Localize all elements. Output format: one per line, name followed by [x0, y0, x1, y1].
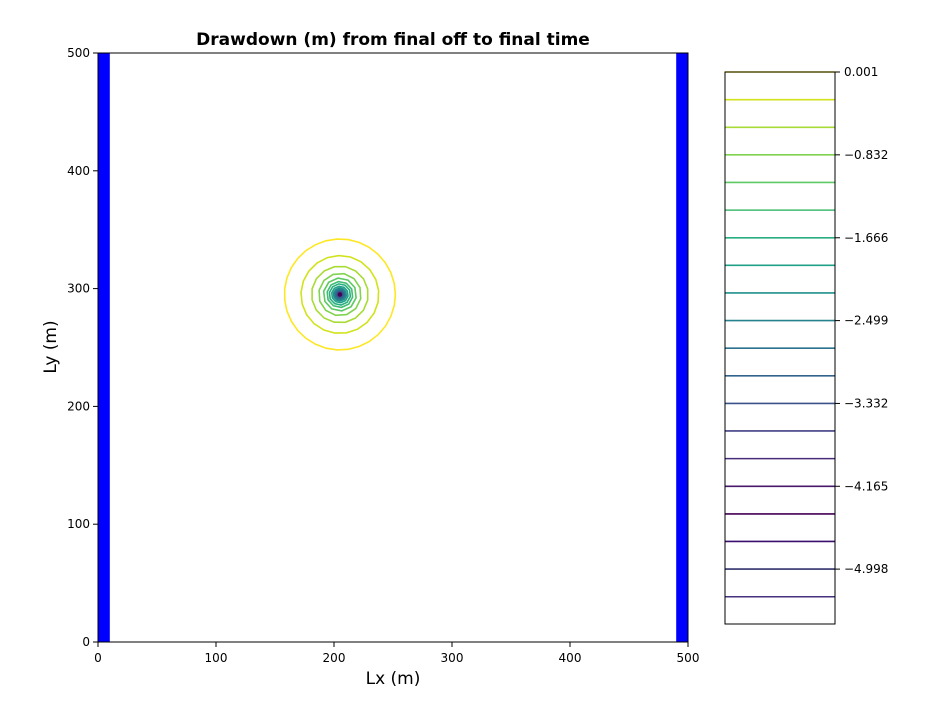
x-axis-ticks: 0 100 200 300 400 500	[94, 642, 699, 665]
colorbar: 0.001 −0.832 −1.666 −2.499 −3.332 −4.165 −4.99…	[724, 65, 888, 625]
contour-line	[332, 287, 348, 302]
x-axis-label: Lx (m)	[366, 669, 421, 689]
x-tick-label: 400	[559, 651, 582, 665]
colorbar-level-lines	[725, 71, 835, 598]
colorbar-tick-label: −4.165	[844, 479, 888, 493]
boundary-strip-left	[98, 53, 110, 642]
plot-area	[97, 52, 689, 643]
colorbar-ticks: 0.001 −0.832 −1.666 −2.499 −3.332 −4.165 −4.99…	[835, 65, 888, 576]
plot-background	[98, 53, 688, 642]
y-tick-label: 400	[67, 164, 90, 178]
contour-line	[311, 265, 369, 324]
x-tick-label: 500	[677, 651, 700, 665]
contour-line	[328, 283, 352, 306]
x-tick-label: 200	[323, 651, 346, 665]
colorbar-tick-label: −2.499	[844, 314, 888, 328]
boundary-strips	[98, 53, 688, 642]
y-tick-label: 100	[67, 517, 90, 531]
y-axis-ticks: 0 100 200 300 400 500	[67, 46, 98, 649]
x-tick-label: 100	[205, 651, 228, 665]
contour-line	[333, 288, 346, 301]
y-tick-label: 500	[67, 46, 90, 60]
colorbar-tick-label: −1.666	[844, 231, 888, 245]
contour-line	[322, 277, 357, 312]
x-tick-label: 300	[441, 651, 464, 665]
chart-title: Drawdown (m) from final off to final tim…	[196, 30, 590, 50]
colorbar-tick-label: −4.998	[844, 562, 888, 576]
contour-line	[330, 285, 349, 304]
y-tick-label: 300	[67, 282, 90, 296]
boundary-strip-right	[676, 53, 688, 642]
y-axis-label: Ly (m)	[41, 320, 61, 373]
contour-line	[300, 254, 380, 334]
plot-frame	[97, 52, 689, 643]
contour-line	[283, 238, 397, 351]
contour-center-min	[337, 292, 343, 297]
colorbar-tick-label: 0.001	[844, 65, 878, 79]
y-tick-label: 0	[82, 635, 90, 649]
contour-line	[326, 280, 354, 309]
contour-line	[334, 289, 345, 300]
colorbar-frame	[724, 71, 836, 625]
colorbar-tick-label: −3.332	[844, 396, 888, 410]
x-tick-label: 0	[94, 651, 102, 665]
colorbar-tick-label: −0.832	[844, 148, 888, 162]
contour-lines	[283, 238, 397, 351]
contour-line	[318, 272, 362, 317]
y-tick-label: 200	[67, 399, 90, 413]
